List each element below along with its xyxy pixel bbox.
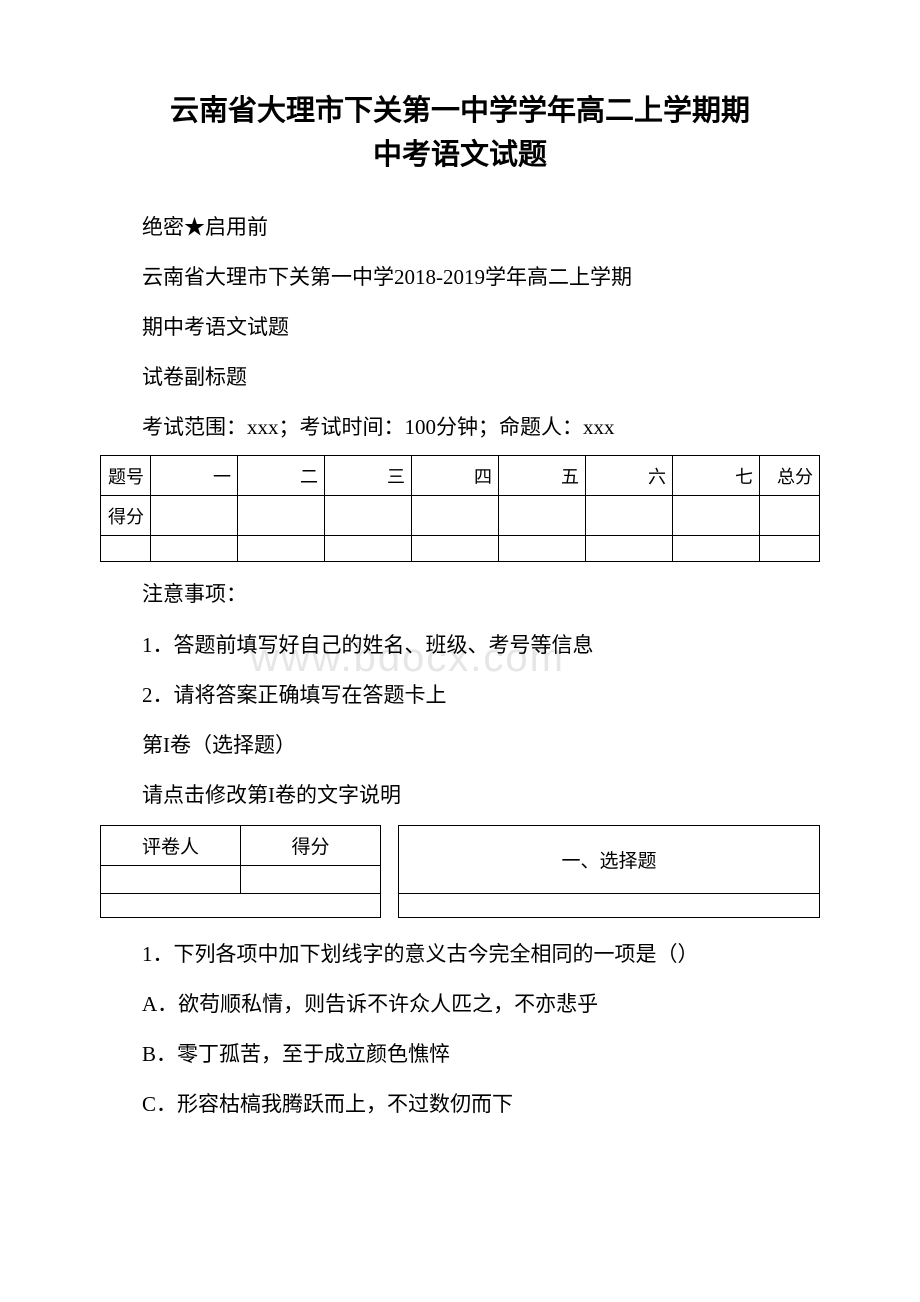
option-a: A．欲苟顺私情，则告诉不许众人匹之，不亦悲乎 [100,982,820,1026]
score-cell [673,536,760,562]
title-line-2: 中考语文试题 [373,139,547,171]
empty-span-cell [101,893,381,917]
score-col-6: 六 [586,456,673,496]
table-row: 评卷人 得分 一、选择题 [101,825,820,865]
score-cell [238,536,325,562]
score-cell [673,496,760,536]
empty-cell [399,893,820,917]
score-col-4: 四 [412,456,499,496]
score-cell [586,536,673,562]
exam-line: 期中考语文试题 [100,305,820,349]
score-cell [412,536,499,562]
score-col-5: 五 [499,456,586,496]
page-content: 云南省大理市下关第一中学学年高二上学期期 中考语文试题 绝密★启用前 云南省大理… [100,90,820,1126]
score-cell [586,496,673,536]
table-row: 题号 一 二 三 四 五 六 七 总分 [101,456,820,496]
score-cell [238,496,325,536]
gap-cell [381,825,399,917]
question-1: 1．下列各项中加下划线字的意义古今完全相同的一项是（） [100,932,820,976]
score-cell [499,496,586,536]
click-hint: 请点击修改第I卷的文字说明 [100,773,820,817]
document-title: 云南省大理市下关第一中学学年高二上学期期 中考语文试题 [100,90,820,177]
score-col-total: 总分 [760,456,820,496]
score-cell [499,536,586,562]
score-cell [101,536,151,562]
subtitle-line: 试卷副标题 [100,355,820,399]
score-cell [325,536,412,562]
score-cell [760,496,820,536]
school-line: 云南省大理市下关第一中学2018-2019学年高二上学期 [100,255,820,299]
score-cell [325,496,412,536]
section-score-cell [241,865,381,893]
score-table: 题号 一 二 三 四 五 六 七 总分 得分 [100,455,820,562]
option-c: C．形容枯槁我腾跃而上，不过数仞而下 [100,1082,820,1126]
score-cell [151,536,238,562]
section-table: 评卷人 得分 一、选择题 [100,825,820,918]
score-cell [760,536,820,562]
grader-label: 评卷人 [101,825,241,865]
score-cell [151,496,238,536]
scope-line: 考试范围：xxx；考试时间：100分钟；命题人：xxx [100,405,820,449]
table-row [101,893,820,917]
notice-heading: 注意事项： [100,572,820,616]
title-line-1: 云南省大理市下关第一中学学年高二上学期期 [170,95,750,127]
grader-cell [101,865,241,893]
table-row: 得分 [101,496,820,536]
part1-heading: 第I卷（选择题） [100,723,820,767]
table-row [101,536,820,562]
score-col-7: 七 [673,456,760,496]
notice-item-1: 1．答题前填写好自己的姓名、班级、考号等信息 [100,623,820,667]
section-score-label: 得分 [241,825,381,865]
option-b: B．零丁孤苦，至于成立颜色憔悴 [100,1032,820,1076]
secret-label: 绝密★启用前 [100,205,820,249]
score-cell [412,496,499,536]
score-col-2: 二 [238,456,325,496]
score-row2-label: 得分 [101,496,151,536]
score-row1-label: 题号 [101,456,151,496]
notice-item-2: 2．请将答案正确填写在答题卡上 [100,673,820,717]
score-col-3: 三 [325,456,412,496]
section-title: 一、选择题 [399,825,820,893]
score-col-1: 一 [151,456,238,496]
